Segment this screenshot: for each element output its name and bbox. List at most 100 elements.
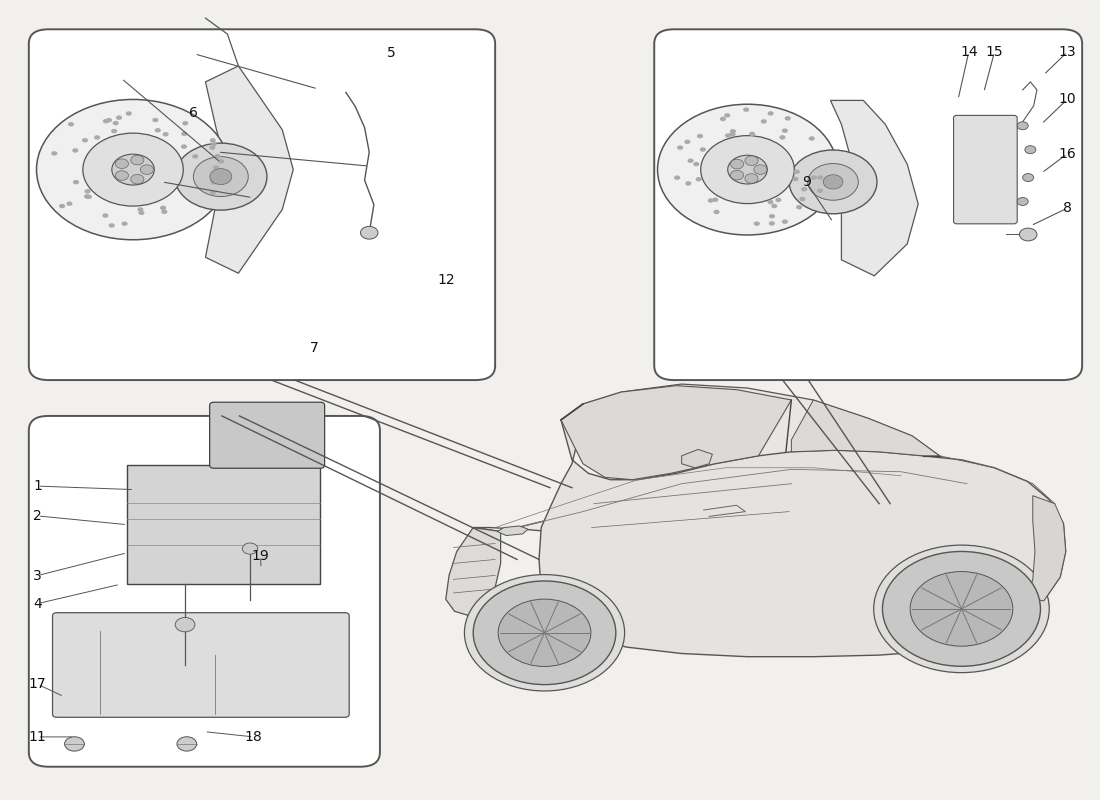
Circle shape [769, 221, 776, 226]
Circle shape [745, 156, 758, 166]
Text: 14: 14 [960, 45, 978, 59]
Circle shape [106, 118, 112, 122]
Circle shape [729, 132, 736, 137]
Circle shape [109, 223, 114, 228]
Circle shape [52, 151, 57, 156]
Circle shape [361, 226, 378, 239]
Circle shape [210, 138, 216, 142]
Circle shape [102, 119, 109, 123]
Circle shape [131, 174, 144, 184]
Circle shape [36, 99, 230, 240]
Circle shape [163, 132, 168, 137]
Circle shape [84, 194, 90, 198]
Text: 2: 2 [33, 509, 42, 523]
Circle shape [218, 159, 224, 163]
Circle shape [464, 574, 625, 691]
Circle shape [784, 116, 791, 121]
Circle shape [910, 571, 1013, 646]
Circle shape [214, 154, 221, 158]
Circle shape [688, 158, 694, 163]
Text: 10: 10 [1058, 93, 1076, 106]
Circle shape [782, 129, 788, 133]
Circle shape [796, 205, 802, 210]
Circle shape [85, 189, 90, 194]
FancyBboxPatch shape [29, 30, 495, 380]
Circle shape [210, 169, 232, 185]
Circle shape [744, 107, 749, 112]
Polygon shape [473, 464, 978, 543]
Circle shape [182, 131, 187, 136]
Circle shape [882, 551, 1041, 666]
FancyBboxPatch shape [128, 465, 320, 584]
Circle shape [1023, 174, 1034, 182]
Text: 5: 5 [386, 46, 395, 60]
Text: 1: 1 [33, 479, 42, 493]
Text: 6: 6 [189, 106, 198, 120]
Circle shape [121, 222, 128, 226]
Text: 19: 19 [252, 550, 270, 563]
Circle shape [116, 170, 129, 180]
Polygon shape [497, 526, 528, 535]
Text: 11: 11 [29, 730, 46, 744]
Text: 15: 15 [986, 45, 1003, 59]
Circle shape [754, 222, 760, 226]
Circle shape [779, 135, 785, 139]
Circle shape [125, 111, 132, 116]
Circle shape [801, 187, 807, 191]
Circle shape [210, 142, 217, 146]
Circle shape [817, 189, 823, 193]
Circle shape [116, 159, 129, 169]
Polygon shape [791, 400, 939, 456]
Text: 16: 16 [1058, 147, 1076, 161]
FancyBboxPatch shape [954, 115, 1018, 224]
Circle shape [1025, 146, 1036, 154]
Polygon shape [561, 386, 791, 480]
Text: 3: 3 [33, 569, 42, 582]
Circle shape [769, 214, 776, 218]
Circle shape [728, 155, 768, 184]
Circle shape [695, 177, 702, 182]
Circle shape [658, 104, 837, 235]
Circle shape [768, 111, 773, 116]
Text: 9: 9 [802, 175, 811, 189]
Circle shape [873, 545, 1049, 673]
Circle shape [175, 143, 267, 210]
Circle shape [800, 197, 805, 202]
Circle shape [817, 175, 823, 180]
Circle shape [213, 166, 219, 170]
Circle shape [707, 198, 714, 202]
Circle shape [713, 198, 718, 202]
Text: 13: 13 [1058, 45, 1076, 59]
Circle shape [81, 138, 88, 142]
Circle shape [65, 737, 85, 751]
Circle shape [116, 115, 122, 120]
Polygon shape [539, 420, 1066, 657]
Circle shape [155, 128, 161, 133]
FancyBboxPatch shape [29, 416, 379, 766]
Circle shape [811, 175, 817, 180]
Circle shape [714, 210, 719, 214]
Text: 4: 4 [33, 597, 42, 610]
Circle shape [807, 163, 858, 200]
Circle shape [73, 180, 79, 184]
Circle shape [700, 147, 706, 152]
Circle shape [160, 206, 166, 210]
Circle shape [139, 210, 144, 215]
Circle shape [210, 178, 216, 183]
Circle shape [177, 737, 197, 751]
Circle shape [183, 121, 188, 126]
Circle shape [242, 543, 257, 554]
Circle shape [701, 136, 794, 203]
Circle shape [749, 132, 756, 136]
Circle shape [678, 146, 683, 150]
Circle shape [498, 599, 591, 666]
Circle shape [59, 204, 65, 208]
Circle shape [794, 170, 800, 174]
FancyBboxPatch shape [53, 613, 349, 718]
Circle shape [473, 581, 616, 685]
Circle shape [719, 117, 726, 121]
Circle shape [162, 210, 167, 214]
Circle shape [175, 618, 195, 632]
FancyBboxPatch shape [210, 402, 324, 468]
Circle shape [192, 154, 198, 158]
